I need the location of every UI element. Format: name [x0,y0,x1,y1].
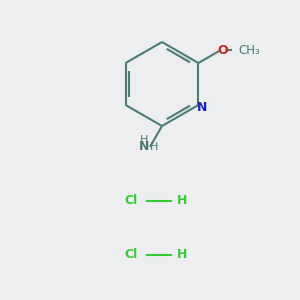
Text: CH₃: CH₃ [238,44,260,57]
Text: H: H [149,142,158,152]
Text: H: H [177,248,188,262]
Text: Cl: Cl [125,248,138,262]
Text: H: H [177,194,188,208]
Text: O: O [218,44,228,57]
Text: Cl: Cl [125,194,138,208]
Text: N: N [197,101,208,114]
Text: H: H [140,135,148,145]
Text: N: N [139,140,149,153]
